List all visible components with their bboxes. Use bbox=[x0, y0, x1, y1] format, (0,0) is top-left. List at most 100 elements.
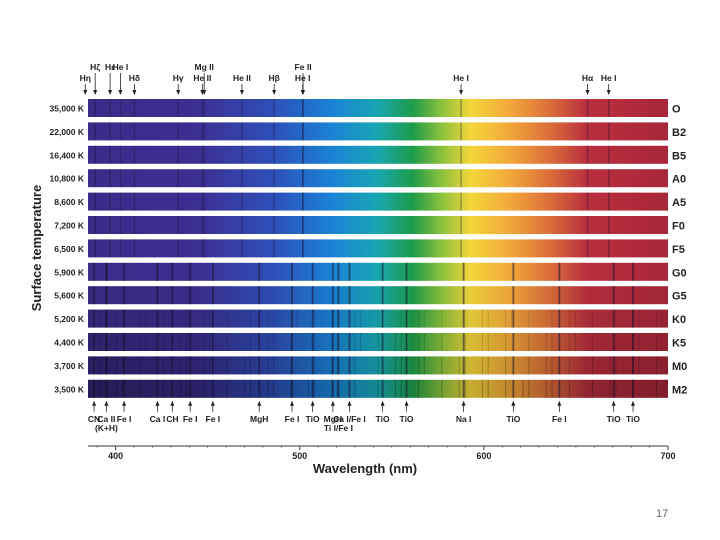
arrow-head bbox=[404, 400, 409, 406]
spectrum-row bbox=[88, 145, 668, 164]
y-axis-label: Surface temperature bbox=[29, 185, 44, 311]
bottom-line-label: Ca I/Fe I bbox=[333, 414, 366, 424]
bottom-line-label: TiO bbox=[400, 414, 414, 424]
band-shading bbox=[88, 356, 668, 375]
bottom-line-label: (K+H) bbox=[95, 423, 118, 433]
arrow-head bbox=[104, 400, 109, 406]
top-line-label: He I bbox=[113, 62, 129, 72]
arrow-head bbox=[585, 90, 590, 95]
temperature-label: 4,400 K bbox=[54, 338, 85, 348]
temperature-label: 5,200 K bbox=[54, 314, 85, 324]
arrow-head bbox=[200, 90, 205, 95]
band-shading bbox=[88, 333, 668, 351]
spectrum-band bbox=[88, 192, 668, 211]
temperature-label: 8,600 K bbox=[54, 197, 85, 207]
arrow-head bbox=[606, 90, 611, 95]
spectrum-row bbox=[88, 99, 668, 117]
arrow-head bbox=[272, 90, 277, 95]
bottom-line-label: Fe I bbox=[285, 414, 300, 424]
arrow-head bbox=[461, 400, 466, 406]
bottom-line-label: Ti I/Fe I bbox=[324, 423, 353, 433]
bottom-line-label: TiO bbox=[607, 414, 621, 424]
band-shading bbox=[88, 309, 668, 328]
bottom-line-label: Na I bbox=[456, 414, 472, 424]
spectrum-band bbox=[88, 239, 668, 258]
bottom-line-label: Fe I bbox=[117, 414, 132, 424]
spectral-type-label: B2 bbox=[672, 127, 686, 139]
spectrum-band bbox=[88, 145, 668, 164]
spectrum-row bbox=[88, 286, 668, 305]
top-line-label: Hβ bbox=[268, 73, 279, 83]
spectral-type-label: F5 bbox=[672, 244, 685, 256]
top-line-label: Fe II bbox=[295, 62, 312, 72]
bottom-line-label: CH bbox=[166, 414, 178, 424]
bottom-line-label: Ca I bbox=[150, 414, 166, 424]
spectrum-row bbox=[88, 356, 668, 375]
spectral-type-label: M2 bbox=[672, 384, 687, 396]
spectrum-row bbox=[88, 262, 668, 281]
page-number: 17 bbox=[656, 508, 669, 520]
bottom-line-label: TiO bbox=[506, 414, 520, 424]
bottom-line-label: TiO bbox=[626, 414, 640, 424]
spectral-type-label: G5 bbox=[672, 291, 687, 303]
bottom-line-label: TiO bbox=[376, 414, 390, 424]
spectrum-row bbox=[88, 333, 668, 351]
arrow-head bbox=[631, 400, 636, 406]
spectrum-band bbox=[88, 122, 668, 141]
top-line-label: Hζ bbox=[90, 62, 100, 72]
spectral-type-label: M0 bbox=[672, 361, 687, 373]
temperature-label: 5,600 K bbox=[54, 291, 85, 301]
spectrum-row bbox=[88, 192, 668, 211]
arrow-head bbox=[239, 90, 244, 95]
arrow-head bbox=[93, 90, 98, 95]
temperature-label: 16,400 K bbox=[50, 150, 85, 160]
spectral-type-label: O bbox=[672, 104, 681, 116]
spectrum-row bbox=[88, 309, 668, 328]
arrow-head bbox=[118, 90, 123, 95]
temperature-label: 22,000 K bbox=[50, 127, 85, 137]
top-line-label: Hδ bbox=[129, 73, 140, 83]
temperature-label: 5,900 K bbox=[54, 267, 85, 277]
top-line-label: He I bbox=[295, 73, 311, 83]
spectral-type-label: G0 bbox=[672, 267, 687, 279]
x-axis-label: Wavelength (nm) bbox=[313, 461, 417, 476]
arrow-head bbox=[330, 400, 335, 406]
spectrum-band bbox=[88, 169, 668, 188]
temperature-labels: 35,000 K 22,000 K 16,400 K 10,800 K 8,600 K 7… bbox=[50, 104, 85, 395]
top-line-label: He I bbox=[601, 73, 617, 83]
spectra-bands bbox=[88, 99, 668, 398]
top-line-label: He I bbox=[453, 73, 469, 83]
arrow-head bbox=[257, 400, 262, 406]
bottom-line-label: MgH bbox=[250, 414, 268, 424]
temperature-label: 7,200 K bbox=[54, 221, 85, 231]
bottom-line-label: TiO bbox=[306, 414, 320, 424]
spectrum-row bbox=[88, 169, 668, 188]
top-line-label: Hε bbox=[105, 62, 115, 72]
spectrum-band bbox=[88, 262, 668, 281]
arrow-head bbox=[557, 400, 562, 406]
spectrum-row bbox=[88, 239, 668, 258]
spectral-type-label: B5 bbox=[672, 150, 686, 162]
top-line-label: Hα bbox=[582, 73, 594, 83]
top-line-label: Mg II bbox=[195, 62, 214, 72]
spectral-type-label: K0 bbox=[672, 314, 686, 326]
x-tick-label: 600 bbox=[476, 451, 491, 461]
arrow-head bbox=[459, 90, 464, 95]
top-line-label: Hη bbox=[80, 73, 91, 83]
top-line-label: He II bbox=[193, 73, 211, 83]
bottom-line-label: Ca II bbox=[97, 414, 115, 424]
spectral-type-label: A5 bbox=[672, 197, 686, 209]
x-tick-label: 500 bbox=[292, 451, 307, 461]
arrow-head bbox=[132, 90, 137, 95]
arrow-head bbox=[83, 90, 88, 95]
spectral-type-labels: O B2 B5 A0 A5 F0 F5 G0 G5 K0 K5 M0 M2 bbox=[672, 104, 687, 397]
spectrum-row bbox=[88, 216, 668, 234]
bottom-line-label: Fe I bbox=[206, 414, 221, 424]
arrow-head bbox=[176, 90, 181, 95]
arrow-head bbox=[92, 400, 97, 406]
band-shading bbox=[88, 379, 668, 398]
arrow-head bbox=[188, 400, 193, 406]
band-shading bbox=[88, 286, 668, 305]
